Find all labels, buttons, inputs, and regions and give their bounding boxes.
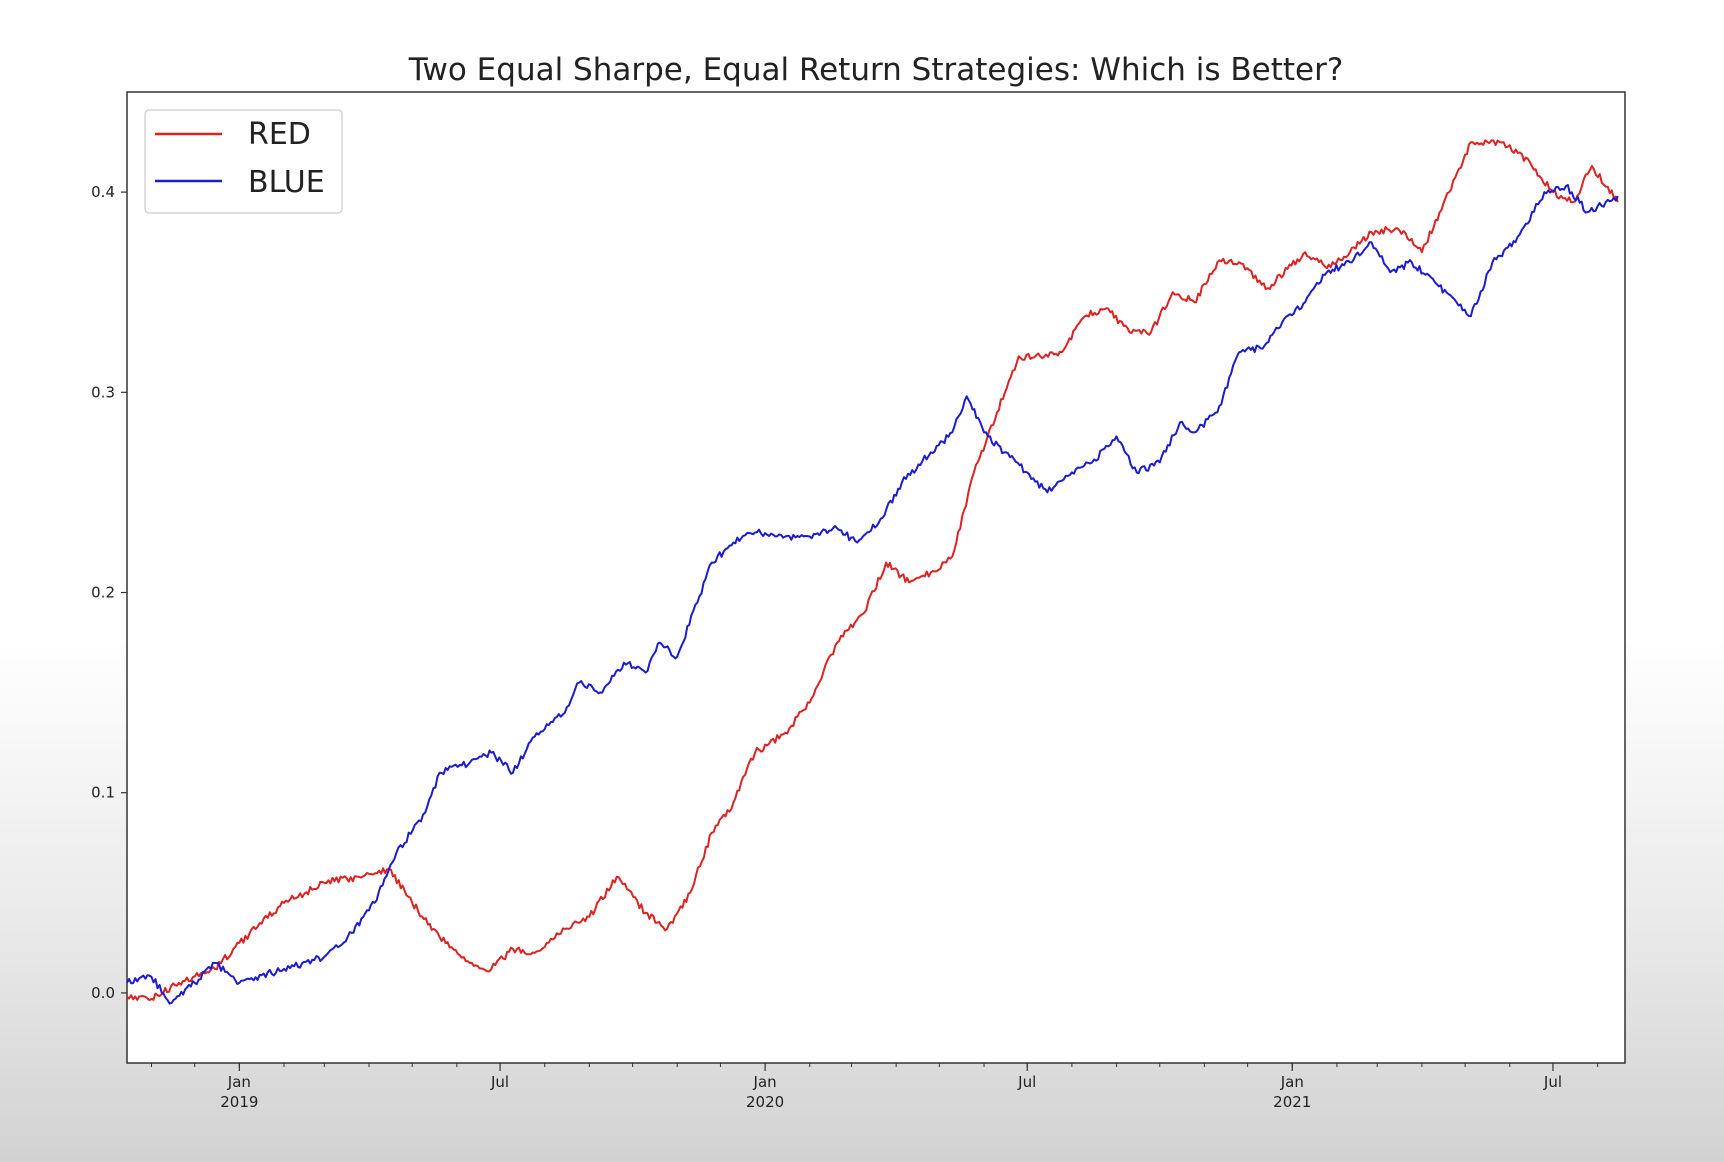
x-tick-label: Jul	[1017, 1073, 1036, 1091]
series-line-blue	[126, 184, 1619, 1005]
chart-title: Two Equal Sharpe, Equal Return Strategie…	[408, 52, 1344, 88]
x-axis: Jan 2019 Jul Jan 2020 Jul Jan 2021 Jul	[150, 1063, 1599, 1111]
legend-box	[144, 109, 343, 214]
x-tick-label: Jul	[1543, 1073, 1562, 1091]
legend: RED BLUE	[144, 109, 343, 214]
x-tick-label: Jul	[490, 1073, 509, 1091]
legend-label-blue: BLUE	[248, 165, 325, 200]
x-tick-label: Jan	[753, 1073, 777, 1091]
x-tick-year-label: 2019	[220, 1093, 258, 1111]
y-tick-label: 0.2	[91, 584, 115, 602]
y-tick-label: 0.4	[91, 183, 115, 201]
legend-label-red: RED	[248, 117, 311, 152]
y-tick-label: 0.3	[91, 383, 115, 401]
x-tick-label: Jan	[227, 1073, 251, 1091]
x-tick-year-label: 2020	[746, 1093, 784, 1111]
y-tick-label: 0.1	[91, 784, 115, 802]
plot-area	[126, 91, 1626, 1064]
series-line-red	[126, 139, 1619, 1002]
x-tick-label: Jan	[1280, 1073, 1304, 1091]
x-tick-year-label: 2021	[1273, 1093, 1311, 1111]
y-axis: 0.0 0.1 0.2 0.3 0.4	[91, 183, 127, 1002]
series-layer	[126, 139, 1619, 1005]
y-tick-label: 0.0	[91, 984, 115, 1002]
